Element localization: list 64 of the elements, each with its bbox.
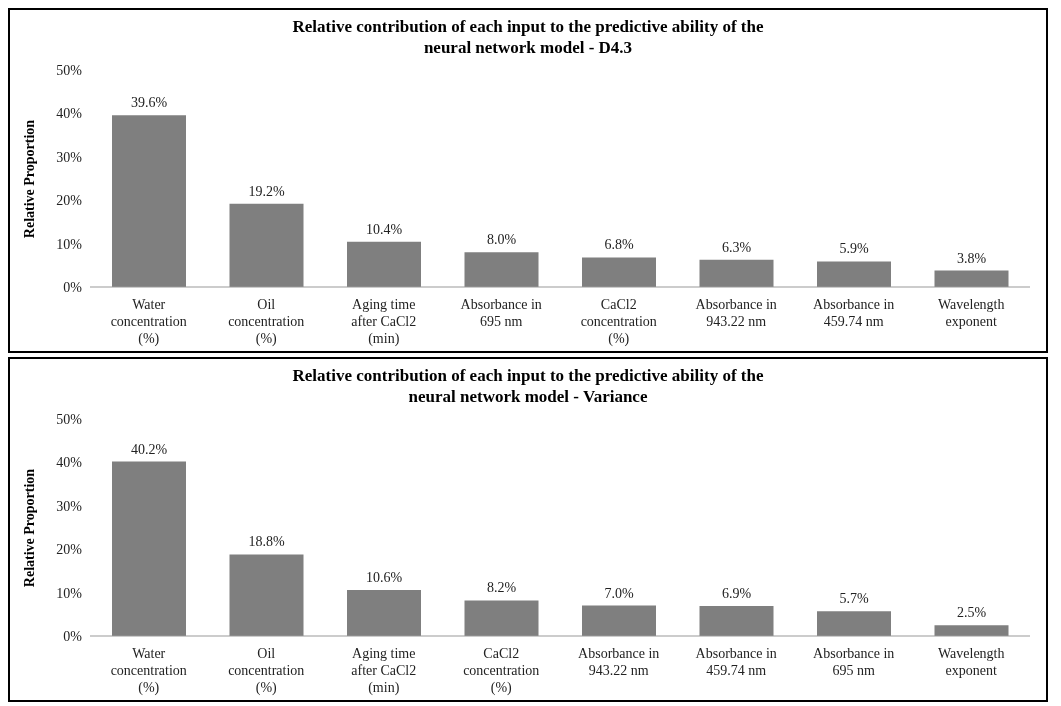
x-tick-label: Absorbance in 943.22 nm [578, 646, 660, 678]
data-label: 5.9% [839, 241, 869, 257]
x-tick-label: Absorbance in 695 nm [460, 297, 542, 329]
data-label: 8.0% [486, 232, 517, 248]
y-tick-label: 0% [63, 628, 83, 644]
y-tick-label: 20% [56, 193, 83, 209]
data-label: 10.6% [365, 570, 403, 585]
x-tick-label: Oil concentration (%) [228, 297, 305, 347]
x-tick-label: Aging time after CaCl2 (min) [351, 646, 417, 696]
x-tick-label: CaCl2 concentration (%) [463, 646, 540, 696]
y-tick-label: 30% [56, 149, 83, 165]
x-tick-label: Oil concentration (%) [228, 646, 305, 696]
chart-title: Relative contribution of each input to the predictive ability of the neural network model - Variance [291, 365, 765, 407]
bar [582, 605, 656, 636]
bar [934, 270, 1009, 287]
y-tick-label: 10% [56, 236, 83, 252]
bar [464, 252, 539, 287]
data-label: 10.4% [365, 221, 403, 237]
x-tick-label: Wavelength exponent [937, 297, 1005, 329]
x-tick-label: Wavelength exponent [937, 646, 1005, 678]
x-tick-label: Absorbance in 459.74 nm [813, 297, 895, 329]
data-label: 6.3% [721, 239, 752, 255]
bar [112, 461, 186, 636]
x-tick-label: Water concentration (%) [110, 646, 187, 696]
x-tick-label: Absorbance in 695 nm [813, 646, 895, 678]
data-label: 39.6% [130, 95, 168, 111]
data-label: 6.9% [721, 586, 752, 602]
bar [817, 261, 891, 287]
x-tick-label: Absorbance in 943.22 nm [695, 297, 777, 329]
bar [817, 611, 891, 636]
bar [229, 554, 304, 636]
data-label: 7.0% [604, 585, 634, 601]
y-tick-label: 0% [63, 279, 83, 295]
y-tick-label: 10% [56, 585, 83, 601]
bar [229, 203, 304, 287]
y-tick-label: 30% [56, 498, 83, 514]
x-tick-label: Aging time after CaCl2 (min) [351, 297, 417, 347]
data-label: 18.8% [248, 534, 285, 550]
bar [934, 625, 1009, 636]
x-tick-label: Water concentration (%) [110, 297, 187, 347]
y-tick-label: 20% [56, 542, 83, 558]
x-tick-label: Absorbance in 459.74 nm [695, 646, 777, 678]
bar [347, 590, 421, 636]
bar [582, 257, 656, 287]
bar [699, 259, 774, 287]
y-axis-title: Relative Proportion [22, 119, 38, 238]
y-tick-label: 40% [56, 455, 83, 471]
y-tick-label: 50% [56, 62, 83, 78]
data-label: 6.8% [604, 237, 634, 253]
bar [699, 606, 774, 636]
x-tick-label: CaCl2 concentration (%) [580, 297, 657, 347]
data-label: 19.2% [248, 183, 285, 199]
bar [347, 241, 421, 287]
data-label: 2.5% [956, 605, 987, 621]
y-tick-label: 40% [56, 106, 83, 122]
bar [112, 115, 186, 287]
data-label: 40.2% [130, 441, 168, 457]
y-axis-title: Relative Proportion [22, 468, 38, 587]
y-tick-label: 50% [56, 411, 83, 427]
data-label: 8.2% [486, 580, 517, 596]
chart-title: Relative contribution of each input to the predictive ability of the neural network model - D4.3 [291, 16, 765, 58]
data-label: 5.7% [839, 591, 869, 607]
data-label: 3.8% [956, 250, 987, 266]
bar [464, 600, 539, 636]
